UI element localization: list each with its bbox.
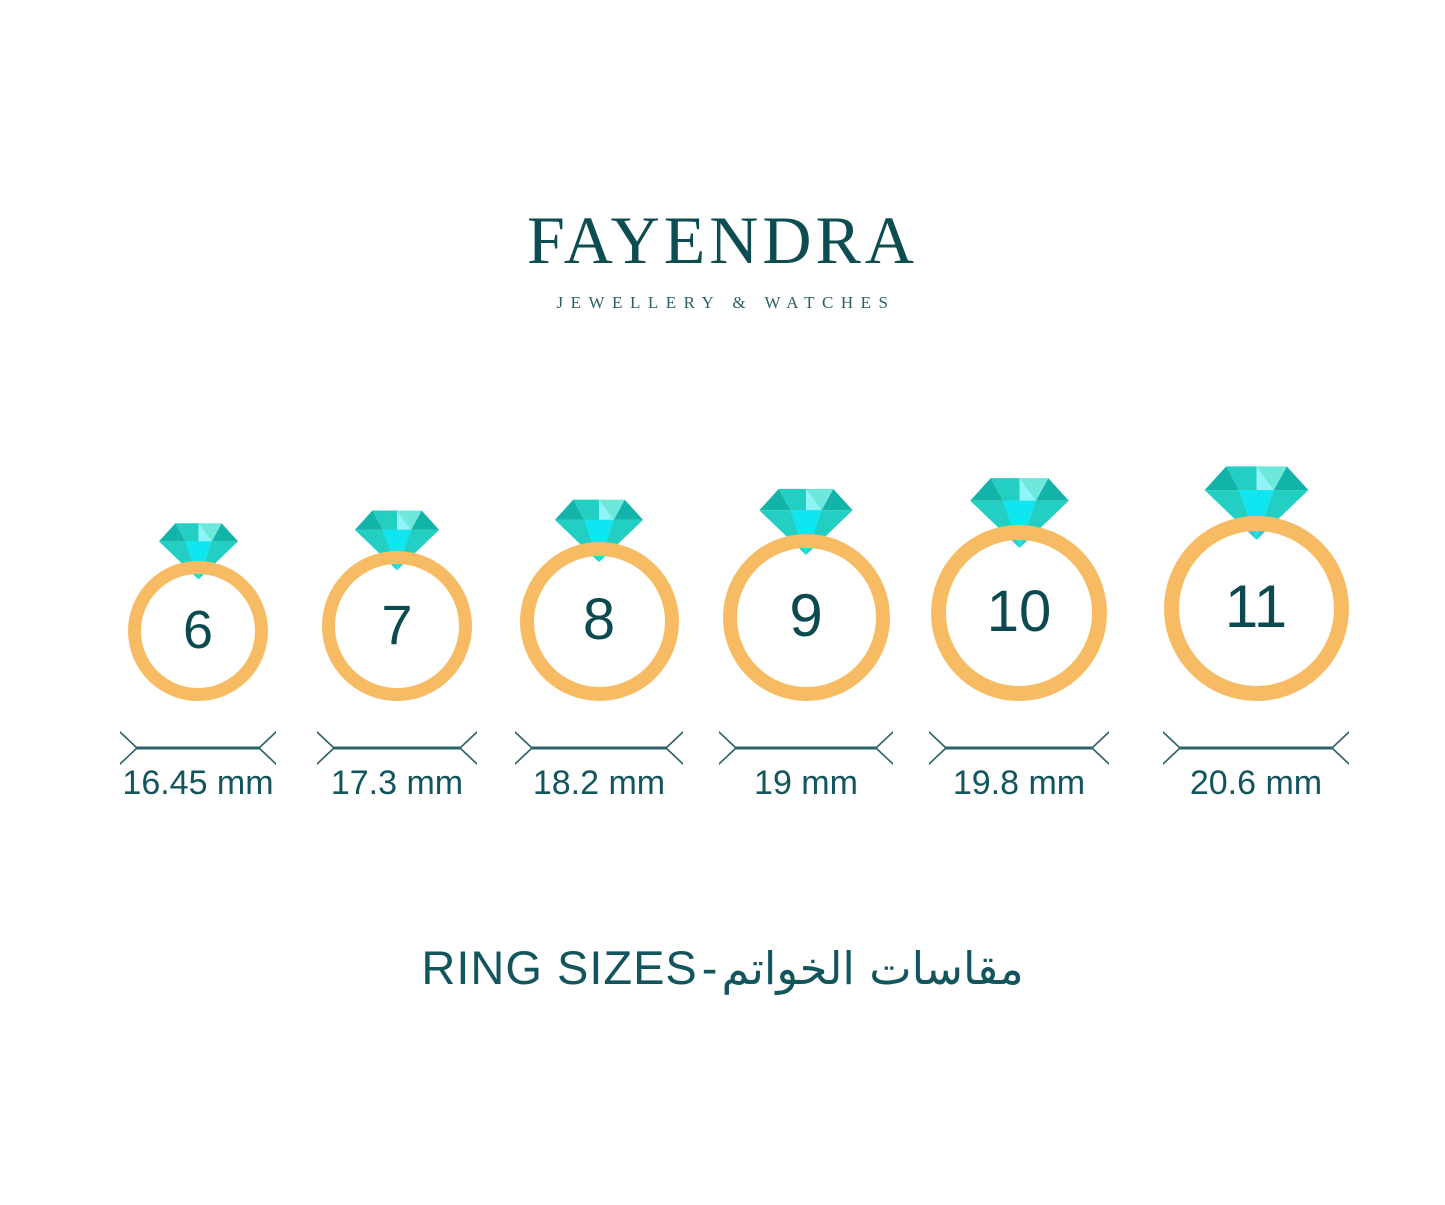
diamond-gem-icon <box>542 496 656 569</box>
brand-wordmark: FAYENDRA <box>527 202 918 278</box>
ring-measurement-label: 20.6 mm <box>1189 764 1323 802</box>
dimension-arrow-icon <box>928 731 1110 765</box>
dimension-line <box>718 731 894 770</box>
dimension-line <box>928 731 1110 770</box>
dimension-arrow-icon <box>1162 731 1350 765</box>
dimension-arrow-icon <box>718 731 894 765</box>
ring-measurement-label: 16.45 mm <box>122 764 274 802</box>
ring-measurement-label: 19.8 mm <box>952 764 1086 802</box>
dimension-arrow-icon <box>514 731 684 765</box>
dimension-line <box>1162 731 1350 770</box>
ring-size-number: 9 <box>789 582 823 650</box>
diamond-gem-icon <box>148 520 249 586</box>
page-title-arabic: مقاسات الخواتم <box>721 942 1024 995</box>
ring-size-number: 11 <box>1224 573 1288 641</box>
dimension-arrow-icon <box>119 731 277 765</box>
page-title: RING SIZES-مقاسات الخواتم <box>0 944 1445 991</box>
diamond-gem-icon <box>554 499 644 563</box>
ring-measurement-label: 18.2 mm <box>532 764 666 802</box>
dimension-line <box>119 731 277 770</box>
ring-size-number: 10 <box>986 578 1052 644</box>
ring-size-number: 6 <box>182 599 214 660</box>
brand-tagline: JEWELLERY & WATCHES <box>556 293 896 312</box>
page-title-separator: - <box>701 941 718 994</box>
ring-size-number: 8 <box>582 587 616 653</box>
ring-size-number: 7 <box>381 592 413 656</box>
dimension-line <box>316 731 478 770</box>
diamond-gem-icon <box>759 488 853 556</box>
page-title-english: RING SIZES <box>421 941 698 994</box>
diamond-gem-icon <box>158 523 238 580</box>
ring-measurement-label: 19 mm <box>754 764 858 802</box>
diamond-gem-icon <box>746 485 866 562</box>
dimension-arrow-icon <box>316 731 478 765</box>
brand-logo: FAYENDRA JEWELLERY & WATCHES <box>0 206 1445 311</box>
ring-measurement-label: 17.3 mm <box>330 764 464 802</box>
dimension-line <box>514 731 684 770</box>
